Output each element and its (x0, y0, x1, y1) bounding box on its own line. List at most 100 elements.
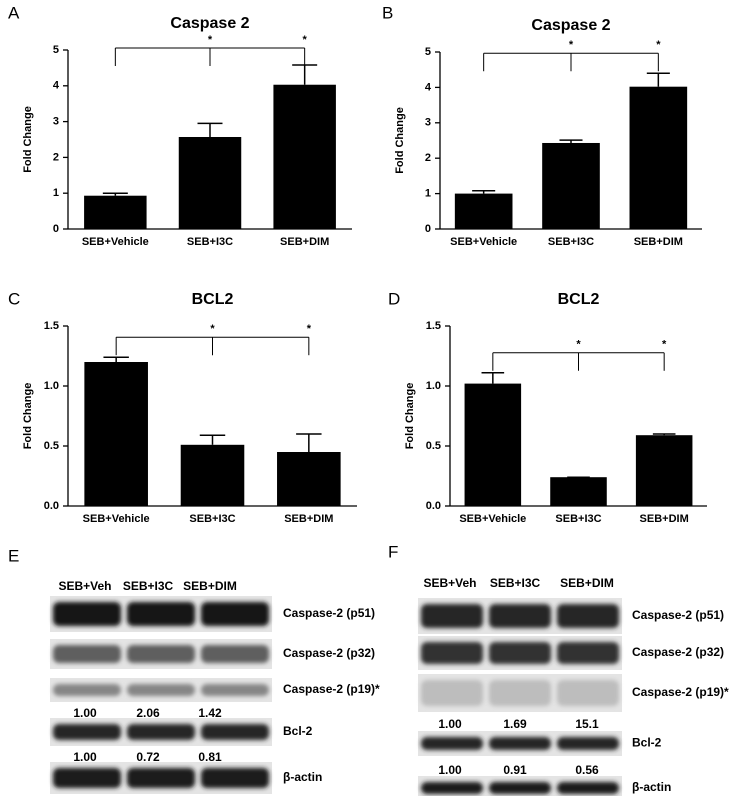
y-axis-label: Fold Change (22, 106, 34, 173)
lane-label: SEB+Veh (423, 576, 476, 590)
y-tick-label: 0 (425, 223, 431, 235)
y-tick-label: 3 (53, 116, 59, 128)
band-label: Bcl-2 (283, 724, 313, 738)
blot-band (53, 684, 121, 696)
blot-band (421, 642, 483, 664)
blot-band (557, 604, 619, 628)
x-tick-label: SEB+DIM (280, 236, 329, 248)
x-tick-label: SEB+DIM (634, 236, 683, 248)
band-label: Caspase-2 (p32) (632, 645, 724, 659)
x-tick-label: SEB+I3C (187, 236, 233, 248)
bar (273, 84, 336, 229)
y-axis-label: Fold Change (404, 383, 416, 450)
significance-mark: * (569, 39, 574, 51)
y-tick-label: 1 (53, 187, 59, 199)
blot-band (127, 768, 195, 788)
x-tick-label: SEB+I3C (189, 513, 235, 525)
significance-mark: * (210, 323, 215, 335)
blot-band (127, 645, 195, 663)
x-tick-label: SEB+Vehicle (450, 236, 517, 248)
x-tick-label: SEB+Vehicle (83, 513, 150, 525)
densitometry-value: 1.00 (438, 717, 462, 731)
panel-label: B (382, 3, 393, 22)
bar (550, 477, 607, 506)
x-tick-label: SEB+I3C (548, 236, 594, 248)
blot-band (201, 768, 269, 788)
band-label: β-actin (632, 780, 671, 794)
blot-band (421, 782, 483, 794)
significance-mark: * (656, 39, 661, 51)
lane-label: SEB+DIM (183, 579, 237, 593)
band-label: Caspase-2 (p19)* (283, 682, 380, 696)
blot-band (557, 737, 619, 750)
bar (635, 435, 693, 506)
bar (180, 444, 245, 506)
significance-mark: * (303, 34, 308, 46)
blot-band (127, 684, 195, 696)
densitometry-value: 0.81 (198, 750, 222, 764)
y-axis-label: Fold Change (394, 107, 406, 174)
blot-band (557, 782, 619, 794)
blot-band (489, 680, 551, 706)
chart-title: Caspase 2 (170, 15, 249, 32)
y-tick-label: 4 (53, 80, 60, 92)
blot-band (421, 737, 483, 750)
y-tick-label: 5 (53, 44, 59, 56)
y-axis-label: Fold Change (22, 383, 34, 450)
y-tick-label: 0.5 (426, 440, 441, 452)
panel-label: F (388, 542, 398, 561)
blot-band (201, 684, 269, 696)
chart-title: BCL2 (192, 291, 234, 308)
blot-band (557, 642, 619, 664)
densitometry-value: 1.42 (198, 706, 222, 720)
densitometry-value: 2.06 (136, 706, 160, 720)
band-label: Bcl-2 (632, 736, 662, 750)
panel-label: E (8, 546, 19, 565)
chart-title: Caspase 2 (531, 17, 610, 34)
y-tick-label: 0.5 (44, 440, 59, 452)
y-tick-label: 1.5 (426, 320, 441, 332)
band-label: Caspase-2 (p51) (283, 606, 375, 620)
blot-band (53, 602, 121, 626)
x-tick-label: SEB+Vehicle (459, 513, 526, 525)
significance-mark: * (576, 339, 581, 351)
blot-band (557, 680, 619, 706)
y-tick-label: 3 (425, 117, 431, 129)
x-tick-label: SEB+DIM (284, 513, 333, 525)
lane-label: SEB+DIM (560, 576, 614, 590)
y-tick-label: 1.5 (44, 320, 59, 332)
bar (84, 195, 147, 229)
significance-mark: * (662, 339, 667, 351)
lane-label: SEB+I3C (490, 576, 541, 590)
densitometry-value: 1.69 (503, 717, 527, 731)
band-label: Caspase-2 (p19)* (632, 685, 729, 699)
blot-band (201, 602, 269, 626)
bar (84, 362, 148, 506)
bar (454, 193, 513, 229)
band-label: β-actin (283, 770, 322, 784)
bar (542, 142, 600, 229)
lane-label: SEB+I3C (123, 579, 174, 593)
blot-band (489, 782, 551, 794)
densitometry-value: 0.91 (503, 763, 527, 777)
panel-label: D (388, 289, 400, 308)
densitometry-value: 1.00 (438, 763, 462, 777)
blot-band (53, 768, 121, 788)
densitometry-value: 1.00 (73, 706, 97, 720)
y-tick-label: 2 (425, 152, 431, 164)
bar (629, 86, 688, 229)
y-tick-label: 4 (425, 81, 432, 93)
blot-band (421, 604, 483, 628)
significance-mark: * (208, 34, 213, 46)
y-tick-label: 0 (53, 223, 59, 235)
band-label: Caspase-2 (p51) (632, 608, 724, 622)
blot-band (53, 645, 121, 663)
blot-band (53, 724, 121, 740)
blot-band (489, 604, 551, 628)
bar (464, 383, 522, 506)
chart-title: BCL2 (558, 291, 600, 308)
y-tick-label: 5 (425, 46, 431, 58)
blot-band (201, 645, 269, 663)
blot-band (489, 642, 551, 664)
